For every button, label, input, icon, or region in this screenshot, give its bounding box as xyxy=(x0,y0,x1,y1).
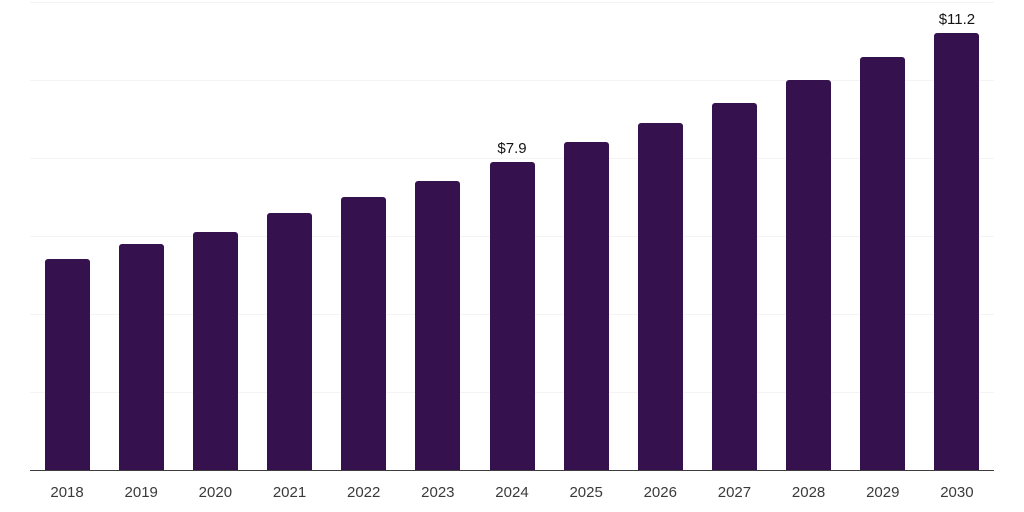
bar-2025 xyxy=(563,142,609,470)
bar-2020 xyxy=(192,232,238,470)
bar-2021 xyxy=(267,212,313,470)
bar-2024 xyxy=(489,161,535,470)
data-label-2024: $7.9 xyxy=(497,139,527,157)
x-tick-label-2027: 2027 xyxy=(717,484,752,501)
bar-2027 xyxy=(711,103,757,470)
x-tick-label-2030: 2030 xyxy=(940,484,974,501)
x-tick-label-2020: 2020 xyxy=(198,484,233,501)
data-label-2030: $11.2 xyxy=(938,11,976,29)
x-tick-label-2019: 2019 xyxy=(124,484,158,501)
x-tick-label-2026: 2026 xyxy=(643,484,677,501)
x-tick-label-2023: 2023 xyxy=(421,484,455,501)
bar-2018 xyxy=(44,259,90,470)
x-axis-line xyxy=(30,469,994,471)
x-tick-label-2022: 2022 xyxy=(346,484,381,501)
x-tick-label-2029: 2029 xyxy=(866,484,900,501)
gridline-y12 xyxy=(30,1,994,3)
x-tick-label-2018: 2018 xyxy=(50,484,84,501)
bar-2026 xyxy=(637,122,683,470)
bar-2019 xyxy=(118,243,164,470)
x-tick-label-2021: 2021 xyxy=(272,484,307,501)
gridline-y8 xyxy=(30,157,994,159)
bar-2028 xyxy=(786,80,832,470)
bar-2022 xyxy=(341,197,387,470)
bar-2030 xyxy=(934,33,980,470)
gridline-y10 xyxy=(30,79,994,81)
bar-2023 xyxy=(415,181,461,470)
bar-2029 xyxy=(860,56,906,470)
x-tick-label-2024: 2024 xyxy=(495,484,529,501)
x-tick-label-2028: 2028 xyxy=(791,484,826,501)
x-tick-label-2025: 2025 xyxy=(569,484,603,501)
